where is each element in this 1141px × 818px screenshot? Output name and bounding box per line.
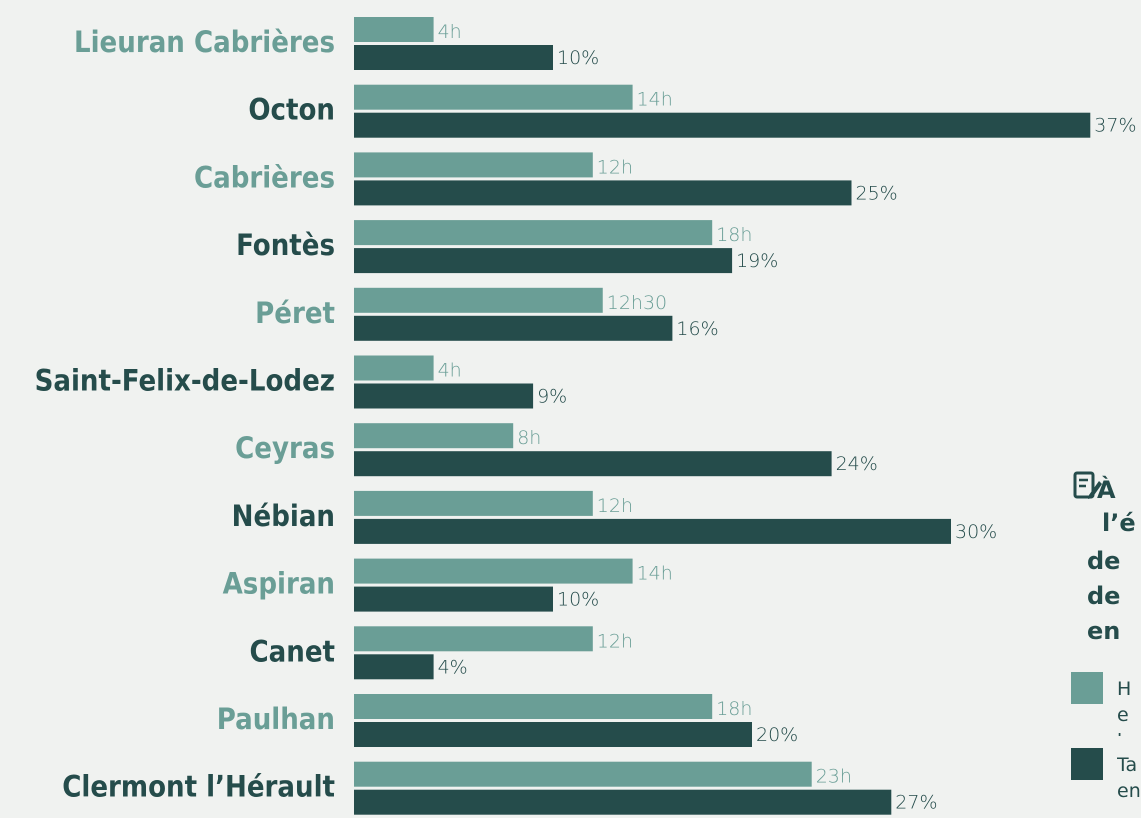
value-label: 19% bbox=[736, 250, 778, 272]
note-text: de bbox=[1087, 582, 1120, 610]
value-label: 16% bbox=[676, 318, 718, 340]
bar bbox=[354, 490, 593, 516]
value-label: 12h bbox=[597, 156, 633, 178]
bar bbox=[354, 248, 733, 274]
legend-label: Ta en bbox=[1117, 754, 1141, 802]
value-label: 12h bbox=[597, 630, 633, 652]
bar bbox=[354, 220, 713, 246]
legend-swatch bbox=[1071, 672, 1103, 704]
category-label: Péret bbox=[255, 296, 335, 330]
value-label: 23h bbox=[816, 766, 852, 788]
category-label: Octon bbox=[248, 93, 335, 127]
value-label: 20% bbox=[756, 724, 798, 746]
category-label: Canet bbox=[250, 634, 336, 668]
bar bbox=[354, 112, 1091, 138]
bar bbox=[354, 558, 633, 584]
note-text: À bbox=[1097, 475, 1116, 504]
category-label: Aspiran bbox=[223, 567, 335, 601]
value-label: 4% bbox=[438, 656, 468, 678]
category-label: Ceyras bbox=[235, 431, 335, 465]
category-label: Lieuran Cabrières bbox=[74, 25, 335, 59]
bar bbox=[354, 789, 892, 815]
legend-label: He he bbox=[1117, 678, 1141, 736]
bar bbox=[354, 722, 752, 747]
bar bbox=[354, 152, 593, 178]
bar bbox=[354, 423, 514, 449]
note-text: en bbox=[1087, 617, 1120, 645]
value-label: 10% bbox=[557, 589, 599, 611]
bar bbox=[354, 287, 603, 313]
bar bbox=[354, 383, 534, 409]
value-label: 37% bbox=[1094, 115, 1136, 137]
value-label: 18h bbox=[716, 224, 752, 246]
bar bbox=[354, 694, 713, 719]
bar bbox=[354, 626, 593, 652]
note-text: l’é bbox=[1102, 509, 1136, 537]
value-label: 24% bbox=[836, 453, 878, 475]
bar bbox=[354, 518, 951, 544]
value-label: 12h bbox=[597, 495, 633, 517]
value-label: 18h bbox=[716, 698, 752, 720]
value-label: 10% bbox=[557, 47, 599, 69]
value-label: 12h30 bbox=[607, 292, 667, 314]
bar bbox=[354, 315, 673, 341]
bar bbox=[354, 586, 553, 612]
category-label: Fontès bbox=[236, 228, 335, 262]
value-label: 14h bbox=[637, 563, 673, 585]
value-label: 4h bbox=[438, 360, 462, 382]
legend-swatch bbox=[1071, 748, 1103, 780]
bar bbox=[354, 180, 852, 206]
bar bbox=[354, 654, 434, 680]
legend-text: He he bbox=[1117, 678, 1141, 736]
note-text: de bbox=[1087, 547, 1120, 575]
value-label: 27% bbox=[895, 792, 937, 814]
bar bbox=[354, 45, 553, 70]
bar bbox=[354, 355, 434, 381]
category-label: Saint-Felix-de-Lodez bbox=[35, 364, 335, 398]
bar bbox=[354, 761, 812, 787]
note-icon bbox=[1073, 471, 1102, 499]
value-label: 4h bbox=[438, 21, 462, 43]
bar bbox=[354, 451, 832, 477]
category-label: Paulhan bbox=[217, 702, 335, 736]
value-label: 25% bbox=[856, 182, 898, 204]
category-label: Nébian bbox=[232, 499, 335, 533]
category-label: Cabrières bbox=[194, 160, 335, 194]
category-label: Clermont l’Hérault bbox=[62, 770, 335, 804]
bar bbox=[354, 84, 633, 110]
value-label: 8h bbox=[517, 427, 541, 449]
bar bbox=[354, 17, 434, 42]
value-label: 9% bbox=[537, 386, 567, 408]
legend-text: Ta en bbox=[1117, 754, 1141, 802]
value-label: 14h bbox=[637, 89, 673, 111]
value-label: 30% bbox=[955, 521, 997, 543]
